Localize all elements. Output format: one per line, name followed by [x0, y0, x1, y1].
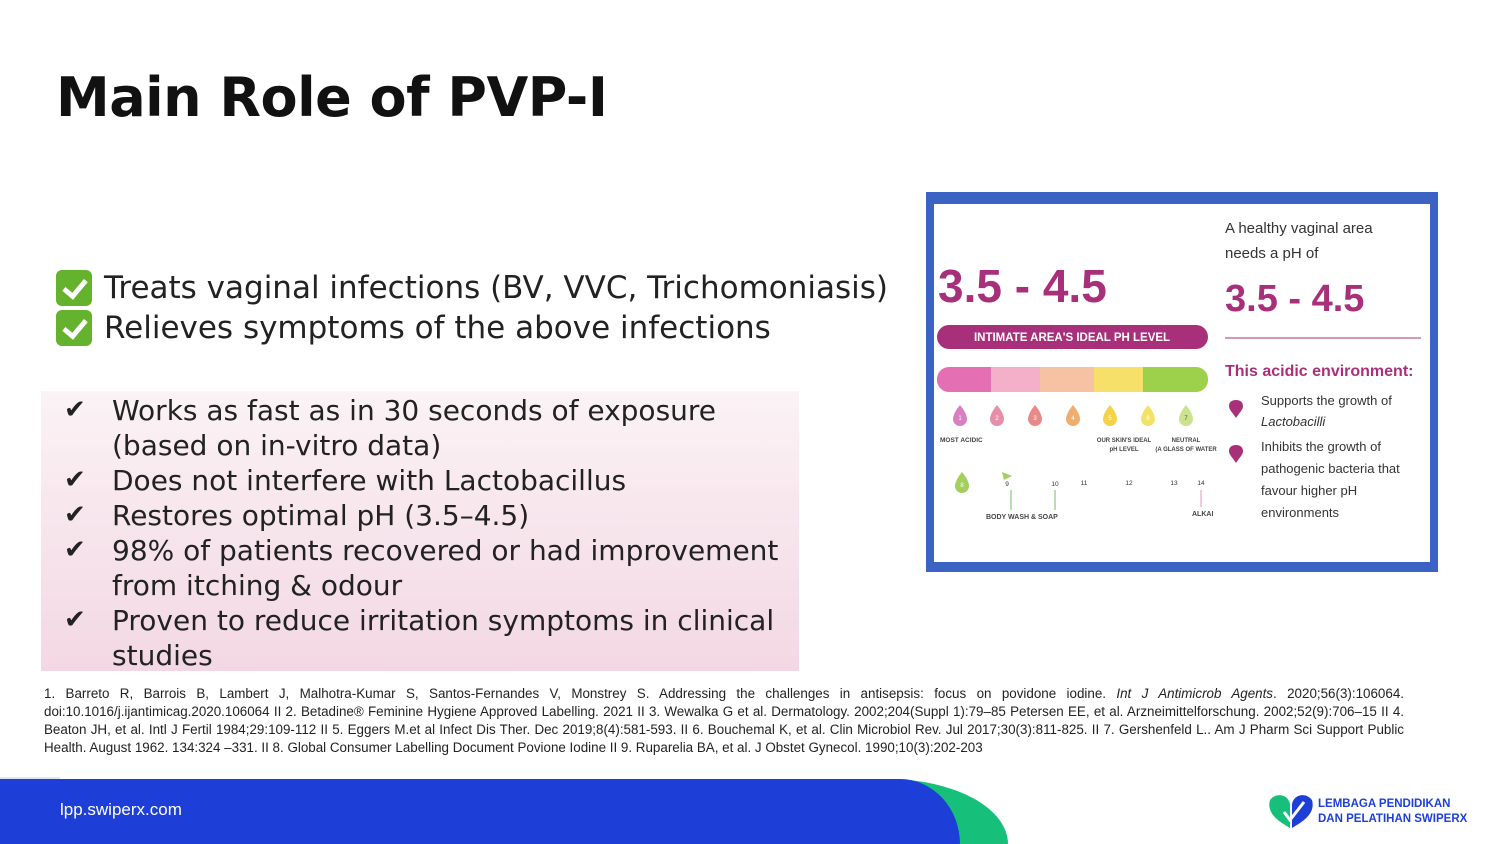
ph-infographic: 3.5 - 4.5 INTIMATE AREA'S IDEAL PH LEVEL… [934, 204, 1430, 562]
footer-line [0, 777, 60, 779]
inhibits-text-3: favour higher pH [1261, 483, 1357, 498]
references-text: 1. Barreto R, Barrois B, Lambert J, Malh… [44, 686, 1117, 701]
green-check-icon [56, 270, 92, 306]
ph-drop-label: 2 [995, 416, 999, 422]
most-acidic-label: MOST ACIDIC [940, 437, 983, 444]
list-item-text: Restores optimal pH (3.5–4.5) [112, 499, 530, 532]
logo-text-line-2: DAN PELATIHAN SWIPERX [1318, 813, 1468, 825]
ph-drop-label: 4 [1071, 416, 1075, 422]
healthy-area-text-2: needs a pH of [1225, 245, 1319, 262]
ph-number: 10 [1051, 481, 1059, 488]
healthy-area-text: A healthy vaginal area [1225, 220, 1373, 237]
logo-text: LEMBAGA PENDIDIKAN DAN PELATIHAN SWIPERX [1318, 797, 1467, 827]
slide-title: Main Role of PVP-I [56, 66, 608, 129]
skin-ideal-label: OUR SKIN'S IDEAL [1097, 438, 1152, 444]
neutral-label-2: (A GLASS OF WATER [1155, 447, 1217, 453]
list-item: ✔ 98% of patients recovered or had improv… [64, 533, 784, 603]
checkmark-icon: ✔ [64, 465, 86, 495]
ph-drop-label: 3 [1033, 416, 1037, 422]
ph-drop-3: 3 [1028, 405, 1042, 426]
list-item: ✔ Proven to reduce irritation symptoms in… [64, 603, 784, 673]
list-item: ✔ Works as fast as in 30 seconds of expos… [64, 393, 784, 463]
ph-infographic-svg: 3.5 - 4.5 INTIMATE AREA'S IDEAL PH LEVEL… [937, 220, 1421, 521]
ph-number: 9 [1005, 481, 1009, 488]
inhibits-text-4: environments [1261, 505, 1340, 520]
checkmark-icon: ✔ [64, 395, 86, 425]
ph-range-right: 3.5 - 4.5 [1225, 278, 1364, 320]
ph-drop-label: 7 [1184, 416, 1188, 422]
green-check-icon [56, 310, 92, 346]
ph-drop-1: 1 [953, 405, 967, 426]
ph-drops-row: 1 2 3 4 5 6 7 [953, 405, 1193, 426]
ph-drop-8 [955, 472, 969, 493]
check-item-text: Treats vaginal infections (BV, VVC, Tric… [104, 270, 889, 306]
list-item: ✔ Restores optimal pH (3.5–4.5) [64, 498, 784, 533]
ph-number: 14 [1197, 480, 1205, 487]
ph-drop-7: 7 [1179, 405, 1193, 426]
heart-bullet-icon [1229, 445, 1243, 463]
list-item-text: Works as fast as in 30 seconds of exposu… [112, 394, 717, 462]
footer-url[interactable]: lpp.swiperx.com [60, 800, 182, 819]
check-item-text: Relieves symptoms of the above infection… [104, 310, 771, 346]
ph-drop-5: 5 [1103, 405, 1117, 426]
inhibits-text: Inhibits the growth of [1261, 439, 1381, 454]
ph-level-banner [937, 325, 1208, 349]
list-item: ✔ Does not interfere with Lactobacillus [64, 463, 784, 498]
references-text-2: . 2020;56(3):106064. doi:10.1016/j.ijant… [44, 686, 1404, 755]
check-item: Treats vaginal infections (BV, VVC, Tric… [56, 268, 888, 308]
logo-text-line: LEMBAGA PENDIDIKAN [1318, 798, 1451, 810]
ph-drop-2: 2 [990, 405, 1004, 426]
list-item-text: Does not interfere with Lactobacillus [112, 464, 627, 497]
body-wash-label: BODY WASH & SOAP [986, 514, 1058, 521]
check-item: Relieves symptoms of the above infection… [56, 308, 888, 348]
ph-level-banner-text: INTIMATE AREA'S IDEAL PH LEVEL [974, 332, 1170, 344]
supports-text: Supports the growth of [1261, 393, 1392, 408]
benefits-list: ✔ Works as fast as in 30 seconds of expos… [64, 393, 784, 673]
ph-infographic-frame: 3.5 - 4.5 INTIMATE AREA'S IDEAL PH LEVEL… [926, 192, 1438, 572]
ph-drop-6: 6 [1141, 405, 1155, 426]
skin-ideal-label-2: pH LEVEL [1109, 447, 1138, 453]
ph-drop-4: 4 [1066, 405, 1080, 426]
checkmark-icon: ✔ [64, 535, 86, 565]
checkmark-icon: ✔ [64, 605, 86, 635]
heart-bullet-icon [1229, 400, 1243, 418]
ph-drop-label: 6 [1146, 416, 1150, 422]
benefits-panel [41, 391, 799, 671]
checkmark-icon: ✔ [64, 500, 86, 530]
ph-range-large: 3.5 - 4.5 [938, 260, 1107, 312]
references: 1. Barreto R, Barrois B, Lambert J, Malh… [44, 685, 1404, 757]
ph-drop-label: 5 [1108, 416, 1112, 422]
references-journal: Int J Antimicrob Agents [1116, 686, 1274, 701]
list-item-text: 98% of patients recovered or had improve… [112, 534, 779, 602]
ph-number: 11 [1081, 480, 1088, 487]
list-item-text: Proven to reduce irritation symptoms in … [112, 604, 775, 672]
footer-blue-band [0, 779, 960, 844]
swiperx-logo-icon [1269, 795, 1313, 828]
inhibits-text-2: pathogenic bacteria that [1261, 461, 1400, 476]
ph-drop-label: 1 [958, 416, 962, 422]
lactobacilli-text: Lactobacilli [1261, 414, 1326, 429]
ph-number: 8 [960, 483, 964, 489]
ph-scale-bar [937, 367, 1208, 392]
check-list: Treats vaginal infections (BV, VVC, Tric… [56, 268, 888, 348]
ph-number: 13 [1170, 480, 1178, 487]
alkaline-label: ALKAI [1192, 511, 1213, 518]
neutral-label: NEUTRAL [1172, 438, 1201, 444]
leaf-shape [1002, 472, 1012, 480]
ph-number: 12 [1125, 480, 1133, 487]
acidic-heading: This acidic environment: [1225, 363, 1413, 380]
